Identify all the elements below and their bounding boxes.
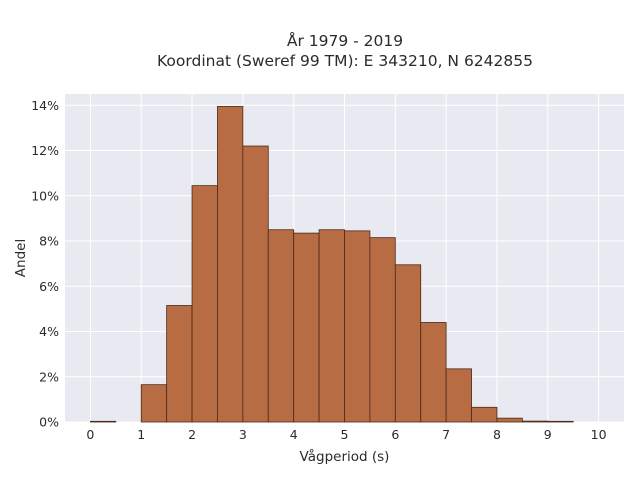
x-axis-ticks: 0 1 2 3 4 5 6 7 8 9 10 bbox=[86, 427, 606, 442]
y-axis-ticks: 0% 2% 4% 6% 8% 10% 12% 14% bbox=[31, 98, 59, 430]
x-tick-label: 3 bbox=[239, 427, 247, 442]
histogram-bar bbox=[90, 420, 117, 423]
x-tick-label: 1 bbox=[137, 427, 145, 442]
x-tick-label: 9 bbox=[544, 427, 552, 442]
histogram-bar bbox=[547, 420, 574, 423]
y-tick-label: 14% bbox=[31, 98, 59, 113]
x-tick-label: 6 bbox=[391, 427, 399, 442]
x-tick-label: 10 bbox=[591, 427, 607, 442]
y-tick-label: 8% bbox=[39, 234, 59, 249]
x-tick-label: 5 bbox=[341, 427, 349, 442]
histogram-bar bbox=[344, 230, 371, 423]
x-tick-label: 4 bbox=[290, 427, 298, 442]
chart-title: År 1979 - 2019 bbox=[287, 31, 403, 50]
chart-subtitle: Koordinat (Sweref 99 TM): E 343210, N 62… bbox=[157, 52, 533, 70]
histogram-bar bbox=[318, 229, 345, 423]
histogram-bar bbox=[217, 106, 244, 423]
histogram-bar bbox=[471, 406, 498, 423]
y-tick-label: 2% bbox=[39, 369, 59, 384]
y-axis-label: Andel bbox=[13, 239, 29, 277]
histogram-bar bbox=[267, 229, 295, 423]
histogram-bar bbox=[191, 185, 218, 423]
x-tick-label: 8 bbox=[493, 427, 501, 442]
histogram-bar bbox=[140, 384, 168, 423]
histogram-bar bbox=[242, 145, 269, 423]
histogram-bar bbox=[420, 322, 447, 423]
histogram-bar bbox=[394, 264, 422, 423]
histogram-bar bbox=[496, 417, 523, 423]
y-tick-label: 10% bbox=[31, 188, 59, 203]
x-tick-label: 2 bbox=[188, 427, 196, 442]
histogram-bar bbox=[521, 420, 549, 423]
x-axis-label: Vågperiod (s) bbox=[300, 448, 390, 465]
y-tick-label: 4% bbox=[39, 324, 59, 339]
x-tick-label: 0 bbox=[86, 427, 94, 442]
histogram-bars bbox=[90, 106, 574, 423]
histogram-bar bbox=[293, 232, 320, 423]
x-tick-label: 7 bbox=[442, 427, 450, 442]
histogram-bar bbox=[166, 305, 193, 423]
y-tick-label: 6% bbox=[39, 279, 59, 294]
histogram-bar bbox=[445, 368, 472, 423]
histogram-bar bbox=[369, 237, 396, 423]
y-tick-label: 12% bbox=[31, 143, 59, 158]
y-tick-label: 0% bbox=[39, 415, 59, 430]
